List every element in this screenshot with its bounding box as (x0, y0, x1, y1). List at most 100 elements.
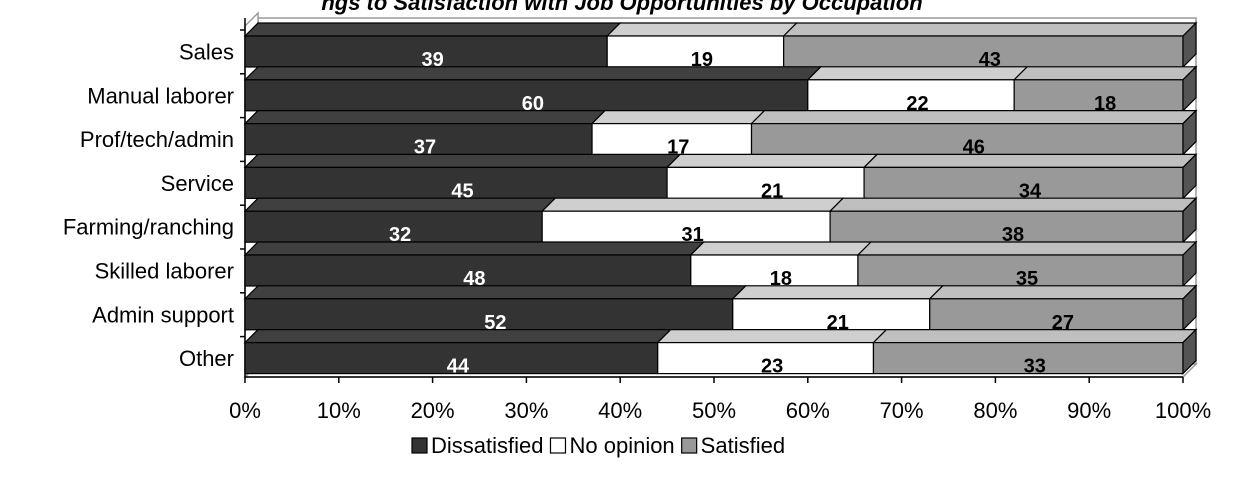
x-tick-label: 70% (880, 398, 924, 423)
category-label: Prof/tech/admin (80, 127, 234, 152)
legend: Dissatisfied No opinion Satisfied (411, 433, 785, 458)
bar-top-no-opinion (665, 153, 879, 168)
legend-swatch-no-opinion (549, 437, 567, 454)
bar-segment-no-opinion (690, 254, 859, 287)
x-axis: 0% 10% 20% 30% 40% 50% 60% 70% 80% 90% 100% (229, 376, 1211, 423)
bar-top-satisfied (1012, 66, 1198, 81)
x-tick-label: 60% (786, 398, 830, 423)
bar-top-dissatisfied (243, 153, 682, 168)
bar-end-face (1182, 21, 1197, 69)
y-axis: Sales Manual laborer Prof/tech/admin Servic… (63, 18, 246, 377)
bar-segment-dissatisfied (244, 254, 692, 287)
data-label: 32 (389, 224, 411, 246)
category-label: Manual laborer (87, 83, 234, 108)
legend-label: No opinion (569, 433, 674, 458)
data-label: 27 (1052, 312, 1074, 334)
data-label: 45 (451, 180, 473, 202)
bar-top-dissatisfied (243, 285, 748, 300)
data-label: 37 (414, 137, 436, 159)
bar-top-satisfied (928, 285, 1198, 300)
data-label: 21 (761, 180, 783, 202)
legend-label: Satisfied (701, 433, 785, 458)
bar-top-no-opinion (806, 66, 1029, 81)
bar-end-face (1182, 196, 1197, 244)
bar-top-dissatisfied (243, 22, 622, 37)
bar-row: 45 21 34 (243, 152, 1198, 202)
bar-segment-dissatisfied (244, 35, 608, 68)
data-label: 52 (484, 312, 506, 334)
x-tick-label: 90% (1067, 398, 1111, 423)
bar-end-face (1182, 109, 1197, 157)
x-tick-label: 30% (504, 398, 548, 423)
legend-label: Dissatisfied (431, 433, 543, 458)
bar-end-face (1182, 65, 1197, 113)
x-tick-label: 20% (411, 398, 455, 423)
legend-swatch-satisfied (681, 437, 698, 454)
category-label: Admin support (92, 302, 234, 327)
data-label: 38 (1002, 224, 1024, 246)
bar-end-face (1182, 284, 1197, 332)
data-label: 18 (770, 268, 792, 290)
bar-top-dissatisfied (243, 109, 607, 125)
data-label: 31 (682, 224, 704, 246)
category-label: Other (179, 346, 234, 371)
bar-segment-satisfied (829, 210, 1184, 243)
data-label: 44 (447, 356, 470, 378)
bar-end-face (1182, 240, 1197, 288)
bar-top-no-opinion (656, 329, 888, 344)
bar-top-dissatisfied (243, 66, 823, 81)
data-label: 60 (522, 93, 544, 115)
x-tick-label: 0% (229, 398, 261, 423)
data-label: 34 (1019, 180, 1042, 202)
data-label: 43 (979, 49, 1001, 71)
bar-segment-satisfied (872, 342, 1184, 375)
bar-top-satisfied (856, 241, 1198, 256)
bar-segment-satisfied (863, 166, 1184, 199)
bar-row: 37 17 46 (243, 109, 1198, 159)
bar-segment-no-opinion (666, 166, 865, 199)
bar-row: 44 23 33 (243, 328, 1198, 378)
category-label: Service (161, 171, 234, 196)
bar-end-face (1182, 152, 1197, 200)
data-label: 33 (1024, 356, 1046, 378)
bar-top-no-opinion (540, 197, 845, 212)
bar-top-satisfied (750, 109, 1198, 125)
bar-top-no-opinion (590, 109, 766, 125)
data-label: 19 (691, 49, 713, 71)
bar-segment-no-opinion (591, 122, 753, 156)
bar-segment-dissatisfied (244, 166, 668, 199)
bar-top-satisfied (862, 153, 1198, 168)
bar-top-no-opinion (731, 285, 945, 300)
x-tick-label: 40% (598, 398, 642, 423)
data-label: 21 (827, 312, 849, 334)
data-label: 39 (421, 49, 443, 71)
data-label: 35 (1016, 268, 1038, 290)
bar-segment-no-opinion (807, 79, 1015, 112)
bar-row: 60 22 18 (243, 65, 1198, 115)
bar-segment-satisfied (857, 254, 1184, 287)
bar-row: 48 18 35 (243, 240, 1198, 290)
chart-title: ngs to Satisfaction with Job Opportuniti… (321, 0, 922, 15)
bar-top-satisfied (872, 329, 1198, 344)
legend-swatch-dissatisfied (411, 437, 428, 454)
data-label: 48 (463, 268, 485, 290)
x-tick-label: 80% (973, 398, 1017, 423)
bar-segment-no-opinion (732, 298, 931, 331)
bar-top-no-opinion (605, 22, 799, 37)
bar-segment-dissatisfied (244, 122, 593, 156)
data-label: 23 (761, 356, 783, 378)
bar-row: 32 31 38 (243, 196, 1198, 246)
bar-top-dissatisfied (243, 329, 673, 344)
data-label: 17 (667, 137, 689, 159)
bar-top-dissatisfied (243, 197, 557, 212)
x-tick-label: 10% (317, 398, 361, 423)
bar-segment-no-opinion (657, 342, 875, 375)
bar-top-no-opinion (689, 241, 873, 256)
data-label: 18 (1094, 93, 1116, 115)
category-label: Skilled laborer (95, 259, 234, 284)
bar-segment-no-opinion (541, 210, 831, 243)
x-tick-label: 100% (1155, 398, 1211, 423)
data-label: 22 (906, 93, 928, 115)
